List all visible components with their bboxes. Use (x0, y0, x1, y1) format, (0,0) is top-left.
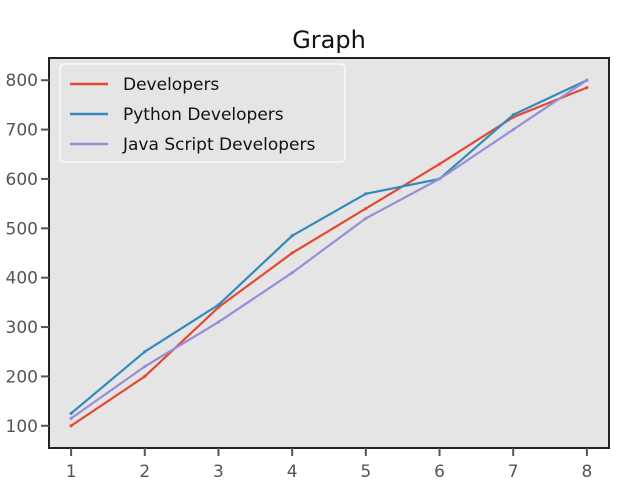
legend-label-python-developers: Python Developers (123, 105, 284, 125)
chart-title: Graph (292, 26, 366, 54)
series-layer (69, 78, 589, 428)
data-point-developers (69, 424, 73, 428)
data-point-java-script-developers (437, 177, 442, 181)
data-point-developers (290, 251, 294, 255)
data-point-python-developers (364, 192, 368, 196)
data-point-python-developers (69, 411, 73, 415)
legend: Developers Python Developers Java Script… (59, 63, 346, 163)
x-tick-label: 4 (287, 462, 298, 480)
x-tick-label: 7 (508, 462, 519, 480)
data-point-developers (437, 162, 442, 166)
data-point-java-script-developers (216, 320, 221, 324)
x-tick-label: 1 (66, 462, 77, 480)
data-point-java-script-developers (511, 128, 515, 132)
data-point-python-developers (290, 234, 294, 238)
legend-label-java-script-developers: Java Script Developers (122, 135, 315, 155)
x-axis: 1 2 3 4 5 6 7 8 (66, 448, 592, 480)
series-line-python-developers (70, 79, 588, 415)
data-point-java-script-developers (290, 271, 294, 275)
data-point-java-script-developers (69, 416, 73, 420)
y-tick-label: 700 (6, 121, 38, 141)
y-tick-label: 600 (6, 170, 38, 190)
y-tick-label: 500 (6, 219, 38, 239)
y-tick-label: 100 (6, 417, 38, 437)
y-tick-label: 400 (6, 269, 38, 289)
x-tick-label: 3 (213, 462, 224, 480)
data-point-python-developers (216, 303, 221, 307)
data-point-python-developers (143, 350, 147, 354)
legend-label-developers: Developers (123, 75, 219, 95)
data-point-developers (585, 86, 589, 90)
data-point-developers (143, 374, 147, 378)
y-tick-label: 200 (6, 367, 38, 387)
y-tick-label: 800 (6, 71, 38, 91)
x-tick-label: 8 (581, 462, 592, 480)
legend-box (59, 63, 346, 163)
x-tick-label: 5 (360, 462, 371, 480)
data-point-developers (364, 207, 368, 211)
data-point-java-script-developers (143, 364, 147, 369)
series-line-java-script-developers (70, 79, 588, 420)
data-point-java-script-developers (364, 216, 368, 220)
x-tick-label: 6 (434, 462, 445, 480)
data-point-java-script-developers (585, 78, 589, 82)
y-tick-label: 300 (6, 318, 38, 338)
y-axis: 100 200 300 400 500 600 700 800 (6, 71, 49, 437)
x-tick-label: 2 (139, 462, 150, 480)
data-point-python-developers (511, 113, 515, 117)
